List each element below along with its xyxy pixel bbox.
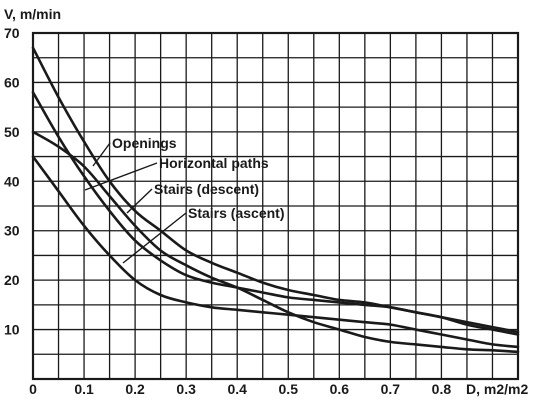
- y-tick-label: 40: [4, 173, 20, 189]
- x-tick-label: 0: [29, 381, 37, 397]
- grid-lines: [33, 33, 518, 379]
- curve-stairs-descent: [31, 130, 520, 354]
- series-curves: [31, 46, 520, 354]
- x-tick-label: 0.1: [74, 381, 94, 397]
- series-label-stairs-ascent: Stairs (ascent): [188, 205, 284, 221]
- x-tick-label: 0.4: [227, 381, 247, 397]
- leader-horizontal-paths: [84, 162, 158, 191]
- x-tick-label: 0.7: [381, 381, 401, 397]
- leader-stairs-descent: [126, 188, 153, 214]
- curve-horizontal-paths: [31, 91, 520, 336]
- x-tick-label: 0.5: [279, 381, 299, 397]
- series-labels: Openings Horizontal paths Stairs (descent)…: [112, 135, 284, 221]
- curve-stairs-ascent: [31, 155, 520, 349]
- x-tick-label: 0.2: [125, 381, 145, 397]
- y-axis-label: V, m/min: [4, 6, 61, 22]
- y-tick-label: 50: [4, 124, 20, 140]
- x-tick-label: 0.8: [432, 381, 452, 397]
- x-tick-label: 0.6: [330, 381, 350, 397]
- x-axis-label: D, m2/m2: [466, 381, 528, 397]
- series-label-stairs-descent: Stairs (descent): [154, 181, 259, 197]
- y-tick-label: 70: [4, 25, 20, 41]
- y-tick-label: 20: [4, 272, 20, 288]
- y-tick-label: 60: [4, 74, 20, 90]
- annotation-leaders: [84, 142, 187, 264]
- leader-openings: [92, 142, 111, 167]
- y-tick-label: 10: [4, 322, 20, 338]
- series-label-horizontal-paths: Horizontal paths: [159, 155, 269, 171]
- x-tick-label: 0.3: [176, 381, 196, 397]
- plot-frame: [31, 31, 520, 381]
- series-label-openings: Openings: [112, 135, 177, 151]
- tick-labels: 0 0.1 0.2 0.3 0.4 0.5 0.6 0.7 0.8 10 20 30 40 50 60 70: [4, 25, 451, 397]
- y-tick-label: 30: [4, 223, 20, 239]
- leader-stairs-ascent: [122, 212, 187, 264]
